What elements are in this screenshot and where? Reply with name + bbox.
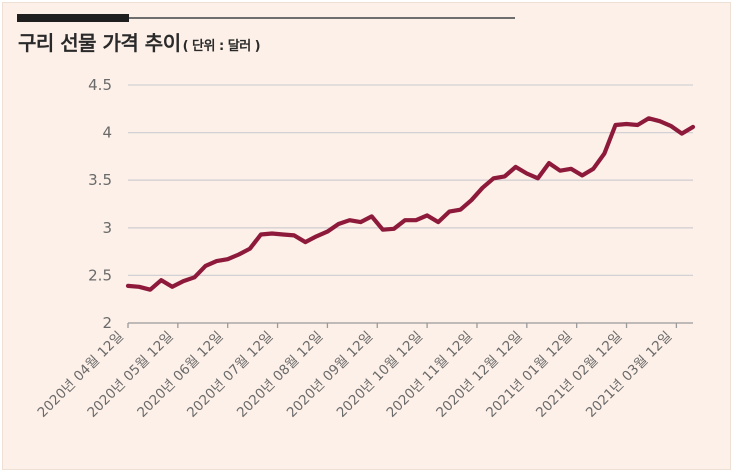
x-tick-label: 2020년 04월 12일 xyxy=(35,329,127,421)
x-tick-label: 2021년 02월 12일 xyxy=(533,329,625,421)
x-tick-label: 2020년 05월 12일 xyxy=(84,329,176,421)
x-tick-label: 2020년 09월 12일 xyxy=(284,329,376,421)
x-tick-label: 2020년 12월 12일 xyxy=(433,329,525,421)
y-tick-label: 2.5 xyxy=(88,266,112,284)
y-tick-label: 4 xyxy=(102,124,112,142)
chart-card: 구리 선물 가격 추이( 단위 : 달러 ) xyxy=(2,2,731,470)
y-tick-label: 3.5 xyxy=(88,171,112,189)
chart-title-text: 구리 선물 가격 추이 xyxy=(18,31,181,55)
y-tick-label: 3 xyxy=(102,219,112,237)
x-tick-label: 2020년 11월 12일 xyxy=(383,329,475,421)
y-tick-label: 2 xyxy=(102,314,112,332)
unit-label: ( 단위 : 달러 ) xyxy=(182,39,261,54)
x-tick-label: 2020년 08월 12일 xyxy=(234,329,326,421)
title-accent-bar xyxy=(17,14,129,22)
x-tick-label: 2021년 03월 12일 xyxy=(583,329,675,421)
price-series-line xyxy=(125,116,696,292)
x-tick-label: 2020년 07월 12일 xyxy=(184,329,276,421)
x-tick-label: 2020년 10월 12일 xyxy=(334,329,426,421)
chart-title: 구리 선물 가격 추이( 단위 : 달러 ) xyxy=(18,27,261,56)
y-tick-label: 4.5 xyxy=(88,76,112,94)
title-rule xyxy=(17,17,515,19)
x-tick-label: 2021년 01월 12일 xyxy=(483,329,575,421)
x-tick-label: 2020년 06월 12일 xyxy=(134,329,226,421)
